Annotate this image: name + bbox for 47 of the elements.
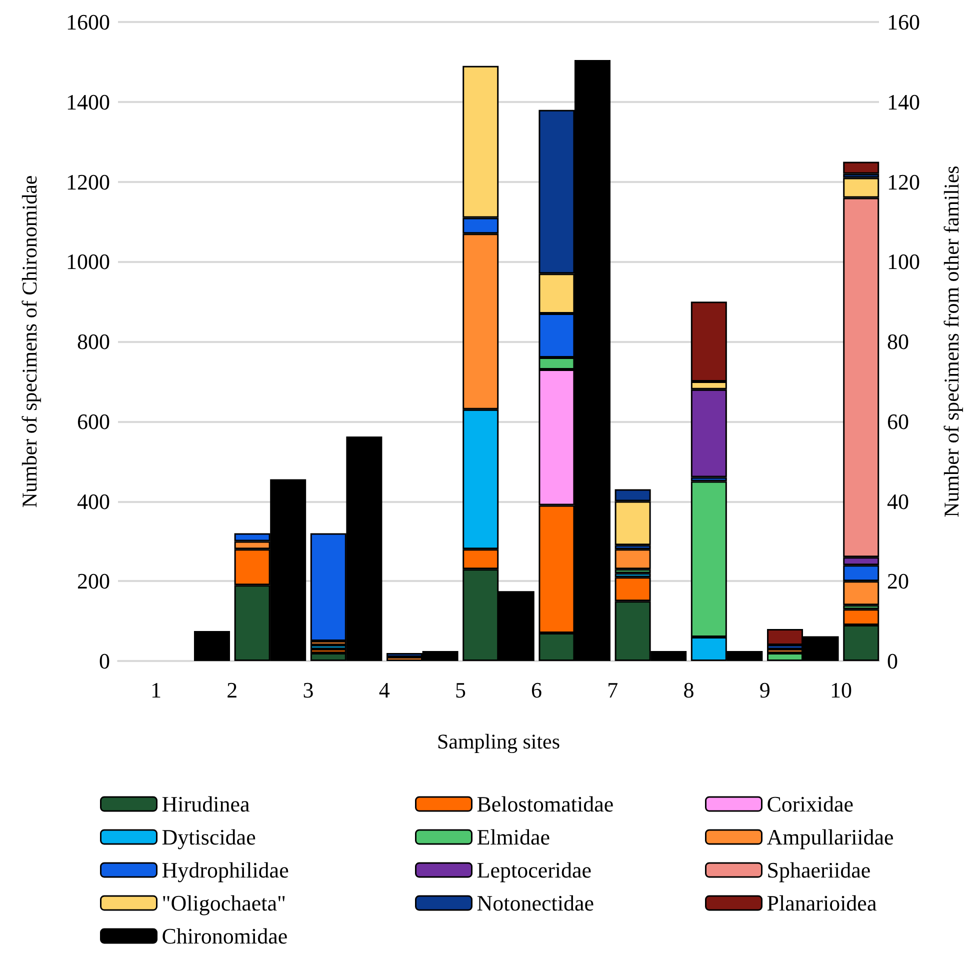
legend-label: Chironomidae	[162, 924, 288, 948]
legend-label: Leptoceridae	[476, 858, 592, 882]
x-tick-label: 10	[830, 678, 852, 702]
legend-label: Belostomatidae	[476, 792, 614, 816]
y-tick-label: 200	[77, 568, 110, 594]
y-axis-title: Number of specimens of Chironomidae	[18, 175, 42, 508]
legend-label: "Oligochaeta"	[162, 890, 286, 916]
x-tick-label: 2	[226, 678, 238, 702]
x-tick-label: 6	[531, 678, 542, 702]
x-tick-label: 5	[454, 678, 466, 702]
x-tick-label: 1	[150, 678, 162, 702]
y-tick-label: 1400	[66, 89, 110, 114]
legend-label: Planarioidea	[766, 890, 877, 916]
bar	[843, 162, 880, 174]
x-tick-label: 4	[378, 678, 390, 702]
x-tick-label: 9	[759, 678, 770, 702]
legend-label: Sphaeriidae	[766, 858, 871, 882]
x-axis-title: Sampling sites	[436, 730, 560, 754]
legend-label: Corixidae	[766, 792, 854, 816]
x-tick-label: 3	[302, 678, 314, 702]
legend-label: Elmidae	[476, 824, 550, 850]
y2-tick-label: 160	[887, 10, 920, 34]
legend-label: Hirudinea	[162, 792, 250, 816]
y-tick-label: 600	[77, 408, 110, 434]
bar	[194, 631, 230, 661]
legend-label: Ampullariidae	[766, 824, 894, 850]
x-tick-label: 8	[683, 678, 694, 702]
y-tick-label: 0	[99, 648, 110, 674]
legend-label: Dytiscidae	[162, 824, 256, 850]
legend-label: Notonectidae	[476, 890, 594, 916]
y-tick-label: 1000	[66, 249, 110, 274]
y2-tick-label: 60	[887, 408, 909, 434]
y2-tick-label: 120	[887, 169, 920, 194]
x-tick-label: 7	[607, 678, 618, 702]
y2-tick-label: 40	[887, 488, 909, 514]
y2-axis-title: Number of specimens from other families	[940, 166, 964, 518]
legend-label: Hydrophilidae	[162, 858, 289, 882]
y2-tick-label: 100	[887, 249, 920, 274]
y-tick-label: 800	[77, 329, 110, 354]
y2-tick-label: 20	[887, 568, 909, 594]
y-tick-label: 400	[77, 488, 110, 514]
y2-tick-label: 80	[887, 329, 909, 354]
y2-tick-label: 0	[887, 648, 898, 674]
y-tick-label: 1600	[66, 10, 110, 34]
bar	[614, 549, 651, 570]
y-tick-label: 1200	[66, 169, 110, 194]
y2-tick-label: 140	[887, 89, 920, 114]
